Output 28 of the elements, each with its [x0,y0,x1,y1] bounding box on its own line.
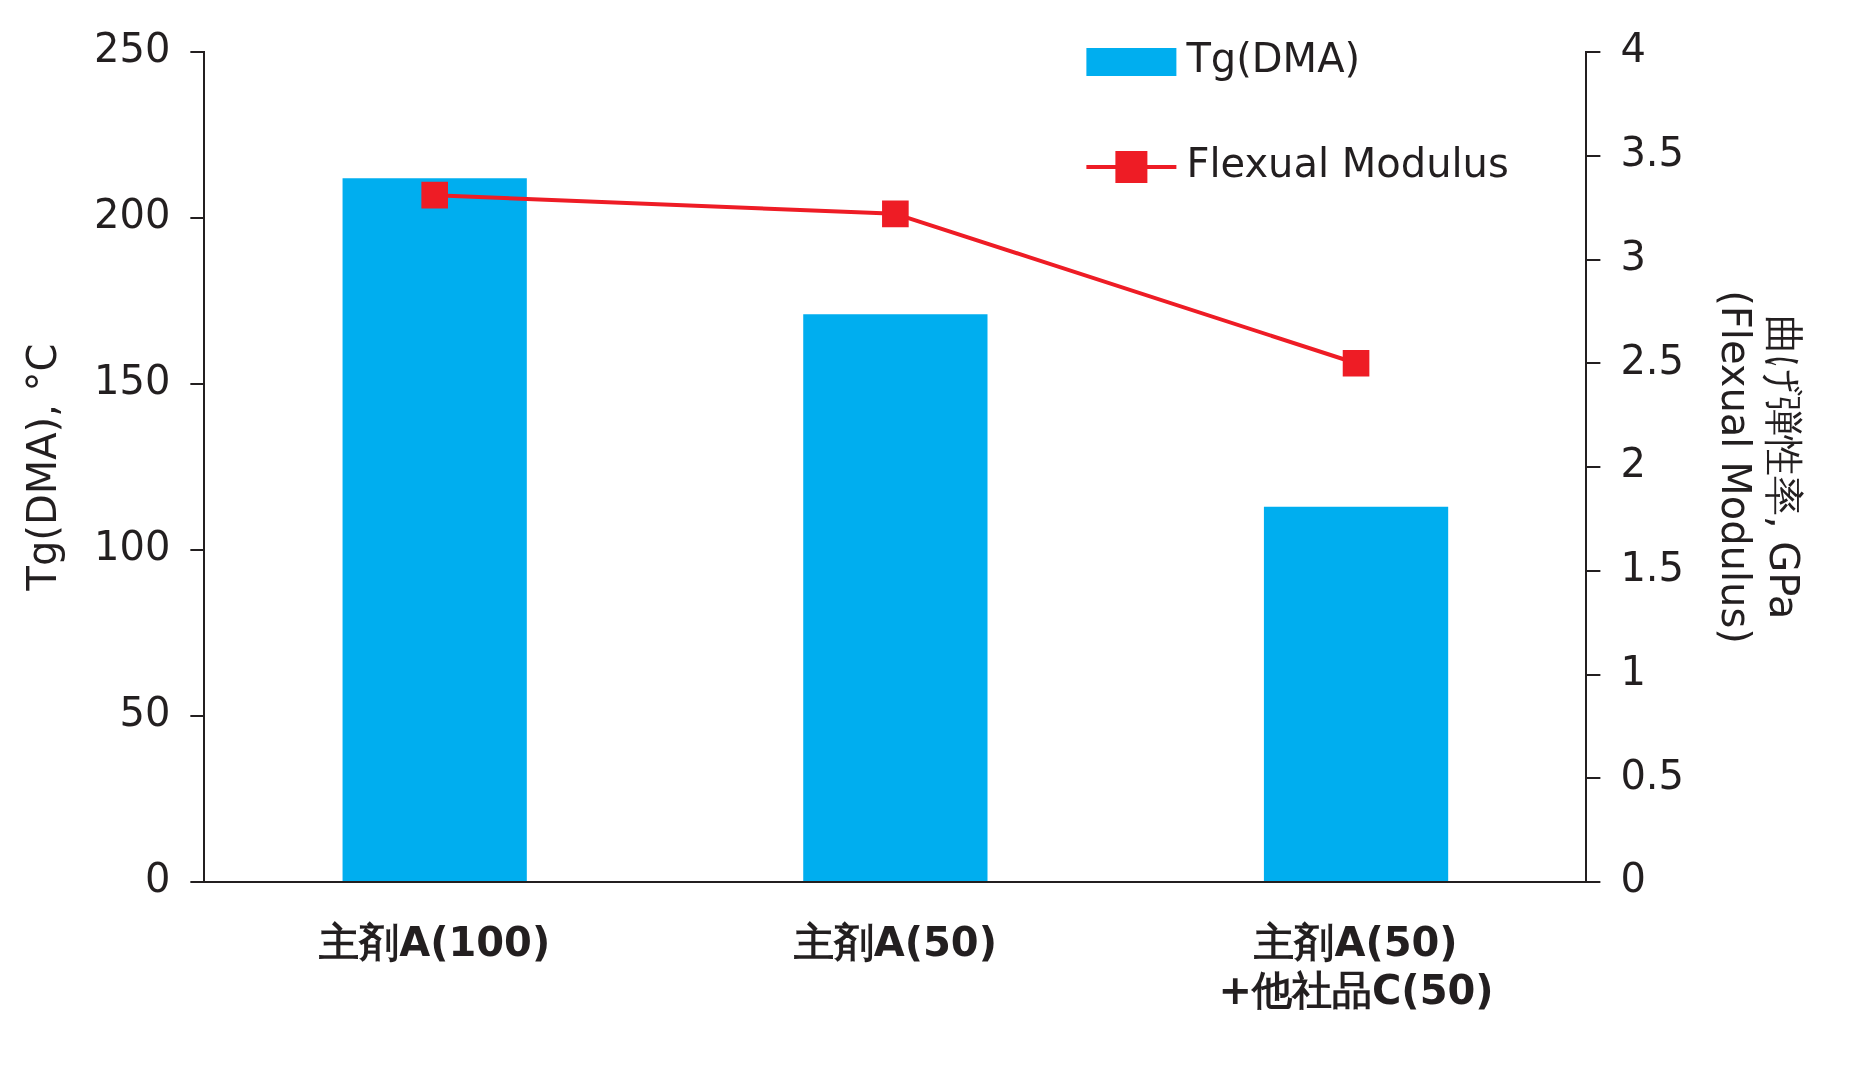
y-tick-label: 50 [119,689,171,736]
y-tick-label: 0 [144,855,171,902]
y-tick-label: 250 [93,25,171,72]
x-tick-label: 主剤A(50) [792,919,997,966]
y2-tick-label: 1 [1620,647,1646,694]
y2-tick-label: 0.5 [1620,751,1685,798]
legend-label: Flexual Modulus [1186,140,1509,187]
y2-tick-label: 2.5 [1620,336,1685,383]
y2-tick-label: 3.5 [1620,129,1685,176]
y2-tick-label: 0 [1620,855,1646,902]
y2-tick-label: 2 [1620,440,1646,487]
y2-tick-label: 4 [1620,25,1646,72]
y2-tick-label: 3 [1620,232,1646,279]
y-tick-label: 150 [93,357,171,404]
y-tick-label: 100 [93,523,171,570]
y2-tick-label: 1.5 [1620,544,1685,591]
x-tick-label: 主剤A(100) [318,919,551,966]
x-tick-label: 主剤A(50) +他社品C(50) [1218,919,1494,1014]
bar [1263,506,1449,881]
bar [342,178,527,881]
legend-label: Tg(DMA) [1185,35,1361,82]
point [882,200,909,228]
point [421,181,448,209]
y2-axis-title: 曲げ弾性率, GPa (Flexual Modulus) [1712,290,1807,644]
bar [803,314,988,881]
y-axis-title: Tg(DMA), °C [19,343,66,592]
point [1342,349,1370,377]
y-tick-label: 200 [93,191,171,238]
